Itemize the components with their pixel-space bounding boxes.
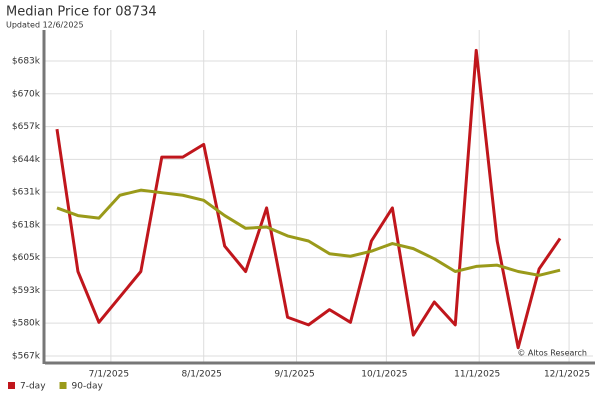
legend-swatch — [59, 382, 67, 389]
y-tick-label: $657k — [12, 122, 41, 132]
y-tick-label: $683k — [12, 57, 41, 67]
series-line — [56, 188, 561, 277]
y-tick-label: $618k — [12, 220, 41, 230]
series-line — [55, 48, 562, 350]
x-tick-label: 8/1/2025 — [181, 370, 221, 380]
x-tick-label: 9/1/2025 — [274, 370, 314, 380]
chart-title: Median Price for 08734 — [6, 5, 157, 20]
y-tick-label: $631k — [12, 188, 41, 198]
chart-subtitle: Updated 12/6/2025 — [6, 21, 84, 30]
y-tick-label: $567k — [12, 351, 41, 361]
y-tick-label: $670k — [12, 89, 41, 99]
legend-label: 90-day — [72, 382, 104, 392]
y-tick-label: $644k — [12, 155, 41, 165]
x-tick-label: 10/1/2025 — [361, 370, 407, 380]
y-tick-label: $593k — [12, 286, 41, 296]
y-tick-label: $605k — [12, 253, 41, 263]
x-tick-label: 12/1/2025 — [544, 370, 590, 380]
x-tick-label: 11/1/2025 — [454, 370, 500, 380]
watermark: © Altos Research — [517, 349, 587, 358]
legend-swatch — [8, 382, 15, 389]
legend-label: 7-day — [20, 382, 46, 392]
y-tick-label: $580k — [12, 319, 41, 329]
x-tick-label: 7/1/2025 — [89, 370, 129, 380]
